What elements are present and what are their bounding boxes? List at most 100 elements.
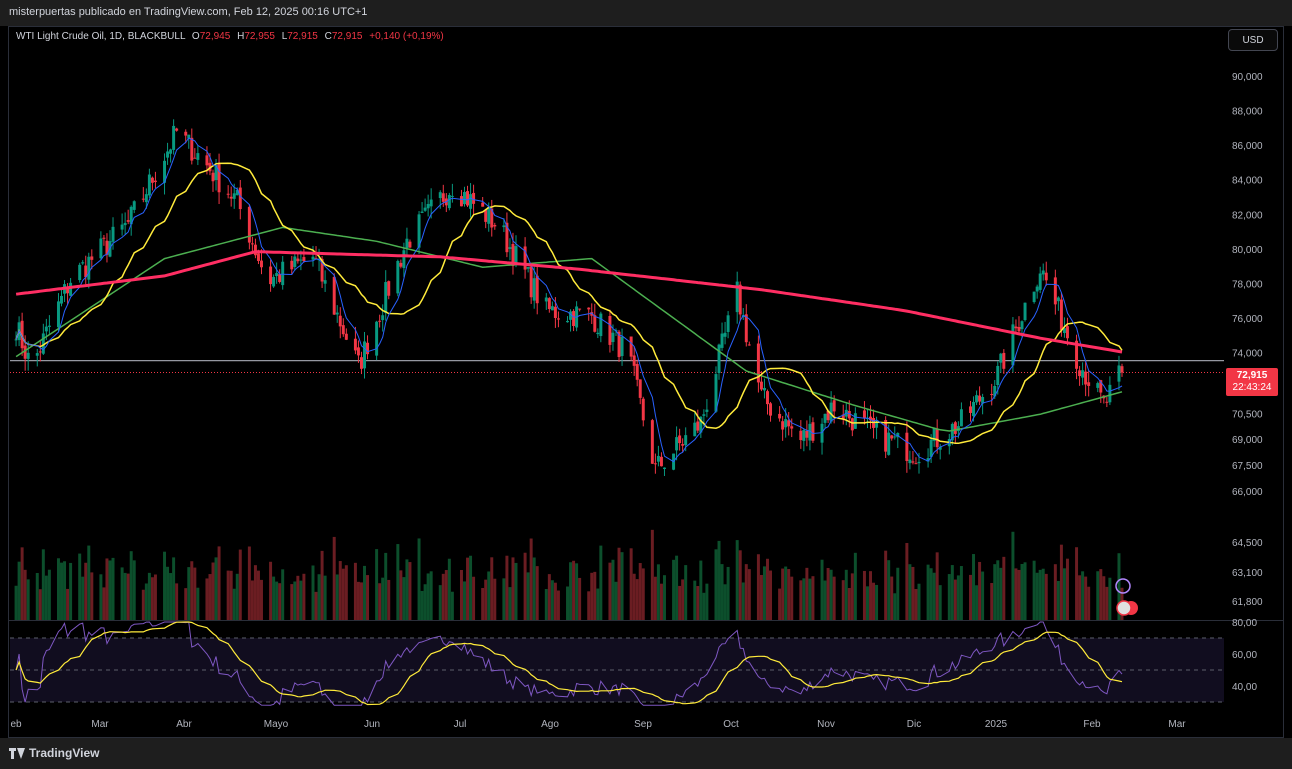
candle-body — [914, 463, 918, 465]
candle-body — [463, 192, 466, 205]
candle-body — [556, 318, 560, 320]
price-axis-label: 63,100 — [1232, 568, 1263, 579]
time-axis-label: Dic — [907, 719, 921, 730]
candle-body — [378, 320, 382, 322]
rsi-pane — [10, 621, 1224, 706]
candle-body — [996, 365, 1000, 386]
candle-body — [990, 393, 994, 395]
volume-bar — [396, 544, 400, 620]
volume-bar — [144, 583, 148, 620]
candle-body — [926, 458, 930, 462]
candle-body — [999, 353, 1003, 363]
volume-bar — [47, 569, 51, 620]
candle-body — [1053, 277, 1057, 305]
time-axis-label: Mar — [91, 719, 109, 730]
candle-body — [784, 419, 788, 428]
candle-body — [759, 381, 763, 390]
volume-bar — [184, 588, 188, 620]
candle-body — [429, 199, 433, 207]
volume-bar — [935, 552, 939, 620]
volume-bar — [150, 577, 154, 620]
price-axis-label: 90,000 — [1232, 72, 1263, 83]
candle-body — [678, 435, 682, 444]
volume-bar — [378, 583, 382, 620]
volume-bar — [787, 569, 791, 620]
volume-bar — [196, 587, 200, 620]
volume-bar — [314, 591, 318, 620]
tradingview-logo[interactable]: TradingView — [9, 746, 99, 760]
candle-body — [35, 353, 39, 356]
candle-body — [1011, 324, 1015, 366]
candle-body — [650, 420, 654, 464]
candle-body — [353, 338, 357, 351]
candle-body — [281, 261, 285, 286]
volume-bar — [463, 581, 466, 620]
volume-bar — [529, 538, 533, 620]
time-axis-label: Ago — [541, 719, 559, 730]
volume-bar — [508, 587, 512, 620]
candle-body — [1117, 365, 1121, 382]
volume-bar — [735, 540, 739, 620]
candle-body — [260, 260, 263, 268]
volume-bar — [235, 573, 239, 620]
candle-body — [502, 225, 506, 228]
volume-bar — [593, 571, 597, 620]
candle-body — [1038, 273, 1042, 290]
candle-body — [523, 246, 527, 270]
candle-body — [450, 195, 454, 197]
candle-body — [447, 194, 451, 209]
candle-body — [26, 352, 30, 359]
candle-body — [217, 162, 221, 193]
volume-bar — [617, 547, 621, 620]
candle-body — [187, 134, 191, 139]
volume-bar — [608, 562, 612, 620]
candle-body — [20, 320, 24, 349]
volume-bar — [250, 580, 254, 620]
volume-bar — [438, 585, 442, 620]
candle-body — [141, 198, 145, 200]
volume-bar — [169, 573, 173, 620]
volume-bar — [629, 548, 633, 620]
candle-body — [66, 286, 70, 294]
volume-bar — [132, 560, 136, 620]
time-axis-label: Nov — [817, 719, 835, 730]
candle-body — [547, 298, 551, 310]
volume-bar — [366, 575, 370, 620]
candle-body — [402, 250, 406, 269]
volume-bar — [972, 554, 976, 620]
candle-body — [1078, 370, 1082, 377]
volume-bar — [853, 552, 857, 620]
candle-body — [823, 413, 827, 423]
candle-body — [184, 131, 188, 136]
candle-body — [569, 311, 573, 320]
candle-body — [587, 307, 591, 310]
candle-body — [163, 160, 167, 183]
volume-bar — [947, 574, 951, 620]
volume-bar — [260, 579, 263, 620]
volume-bar — [699, 560, 703, 620]
candle-body — [120, 224, 124, 230]
candle-body — [290, 260, 294, 270]
candle-body — [47, 325, 51, 327]
volume-bar — [1117, 553, 1121, 620]
volume-bar — [547, 574, 551, 620]
candle-body — [841, 414, 845, 420]
volume-bar — [929, 568, 933, 620]
volume-bar — [717, 540, 721, 620]
candle-body — [953, 422, 957, 434]
candle-body — [705, 409, 709, 412]
volume-bar — [714, 549, 718, 620]
volume-bar — [23, 569, 27, 620]
candle-body — [226, 193, 230, 195]
volume-bar — [166, 566, 170, 620]
volume-bar — [247, 546, 251, 620]
volume-bar — [659, 583, 663, 620]
candle-body — [1023, 302, 1027, 321]
volume-bar — [1081, 571, 1085, 620]
open-value: 72,945 — [199, 31, 231, 42]
currency-button[interactable]: USD — [1228, 29, 1278, 51]
candle-body — [1002, 352, 1006, 369]
volume-bar — [535, 566, 539, 620]
candle-body — [323, 280, 327, 284]
